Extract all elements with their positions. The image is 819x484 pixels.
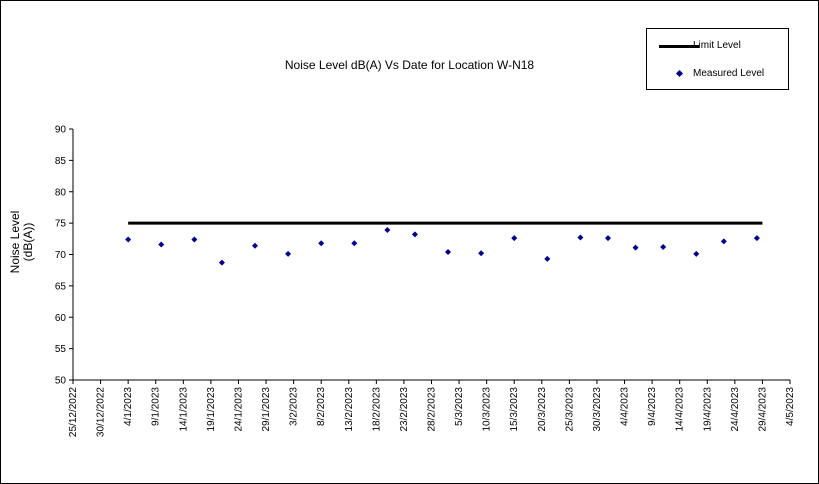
chart-title: Noise Level dB(A) Vs Date for Location W… [284,58,535,72]
x-tick-label: 14/1/2023 [178,387,189,432]
legend-line-swatch [659,45,699,48]
y-tick-label: 85 [55,156,67,167]
measured-level-point [125,236,132,243]
x-tick-label: 8/2/2023 [316,387,327,426]
x-tick-label: 19/1/2023 [206,387,217,432]
measured-level-point [445,248,452,255]
x-tick-label: 25/12/2022 [68,387,79,437]
measured-level-point [604,235,611,242]
x-tick-label: 29/1/2023 [261,387,272,432]
measured-level-point [285,250,292,257]
x-tick-label: 25/3/2023 [564,387,575,432]
measured-level-point [693,250,700,257]
x-tick-label: 18/2/2023 [371,387,382,432]
series-marks [125,221,763,266]
x-tick-label: 30/3/2023 [592,387,603,432]
y-tick-label: 70 [55,250,67,261]
x-tick-label: 15/3/2023 [509,387,520,432]
measured-level-point [660,243,667,250]
measured-level-point [720,238,727,245]
measured-level-point [632,244,639,251]
x-tick-label: 28/2/2023 [427,387,438,432]
measured-level-point [544,255,551,262]
y-tick-label: 60 [55,313,67,324]
x-tick-label: 4/5/2023 [785,387,796,426]
legend-item-limit-level: Limit Level [647,39,788,53]
x-tick-label: 10/3/2023 [482,387,493,432]
x-tick-label: 24/1/2023 [233,387,244,432]
measured-level-point [478,250,485,257]
legend-label: Limit Level [693,40,741,51]
x-tick-label: 4/4/2023 [620,387,631,426]
measured-level-point [384,227,391,234]
x-tick-label: 9/4/2023 [647,387,658,426]
x-tick-label: 24/4/2023 [730,387,741,432]
y-tick-label: 65 [55,281,67,292]
y-tick-label: 55 [55,344,67,355]
y-ticks: 50 55 60 65 70 75 80 85 90 [55,125,73,387]
y-tick-label: 50 [55,376,67,387]
x-tick-label: 5/3/2023 [454,387,465,426]
x-tick-label: 13/2/2023 [344,387,355,432]
legend-item-measured-level: Measured Level [647,67,788,81]
x-tick-label: 9/1/2023 [151,387,162,426]
legend-label: Measured Level [693,68,765,79]
x-tick-label: 4/1/2023 [123,387,134,426]
measured-level-point [511,235,518,242]
x-tick-label: 29/4/2023 [757,387,768,432]
measured-level-point [158,241,165,248]
y-tick-label: 75 [55,219,67,230]
measured-level-point [411,231,418,238]
x-tick-label: 14/4/2023 [675,387,686,432]
measured-level-point [351,240,358,247]
x-tick-label: 3/2/2023 [289,387,300,426]
measured-level-point [318,240,325,247]
x-tick-label: 19/4/2023 [702,387,713,432]
y-tick-label: 80 [55,187,67,198]
axes [72,129,790,381]
measured-level-point [218,259,225,266]
x-ticks: 25/12/2022 30/12/2022 4/1/2023 9/1/2023 14/1… [68,380,796,437]
measured-level-point [191,236,198,243]
legend: Limit Level Measured Level [646,28,789,90]
x-tick-label: 20/3/2023 [537,387,548,432]
x-tick-label: 23/2/2023 [399,387,410,432]
legend-marker-swatch [675,69,684,78]
measured-level-point [252,242,259,249]
y-tick-label: 90 [55,125,67,136]
measured-level-point [577,234,584,241]
x-tick-label: 30/12/2022 [96,387,107,437]
measured-level-point [753,235,760,242]
